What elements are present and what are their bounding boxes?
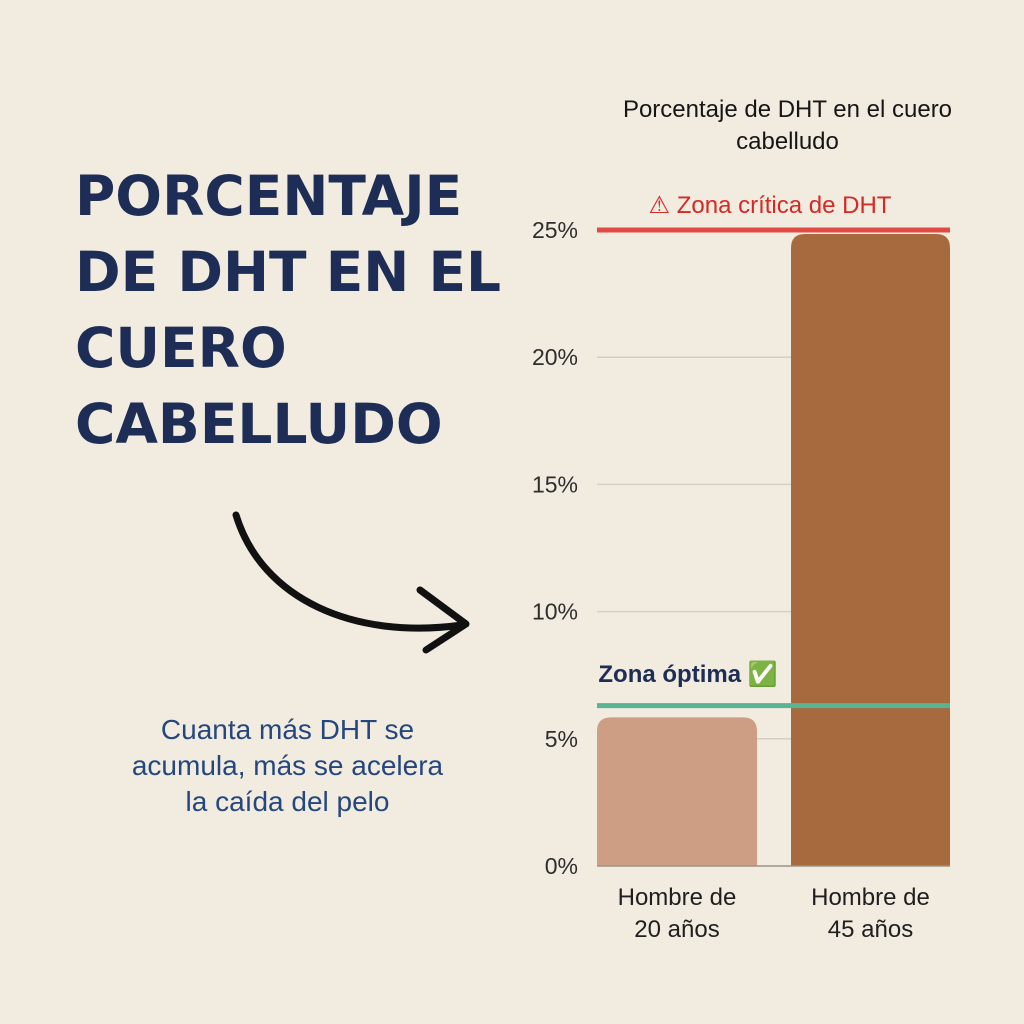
y-tick-label: 25% — [532, 217, 578, 243]
bar — [597, 717, 757, 866]
x-category-label: Hombre de — [618, 884, 737, 911]
caption: Cuanta más DHT se acumula, más se aceler… — [131, 714, 444, 817]
critical-zone-label: ⚠ Zona crítica de DHT — [649, 192, 892, 219]
y-tick-label: 10% — [532, 599, 578, 625]
x-category-label: 45 años — [828, 916, 913, 943]
x-category-label: Hombre de — [811, 884, 930, 911]
y-tick-label: 5% — [545, 726, 578, 752]
headline: PORCENTAJE DE DHT EN EL CUERO CABELLUDO — [75, 164, 502, 456]
y-tick-label: 20% — [532, 344, 578, 370]
chart-title: Porcentaje de DHT en el cuero cabelludo — [622, 96, 953, 155]
y-tick-label: 15% — [532, 471, 578, 497]
optimal-zone-label: Zona óptima ✅ — [598, 660, 777, 688]
bar — [791, 234, 950, 866]
x-category-label: 20 años — [634, 916, 719, 943]
y-tick-label: 0% — [545, 853, 578, 879]
